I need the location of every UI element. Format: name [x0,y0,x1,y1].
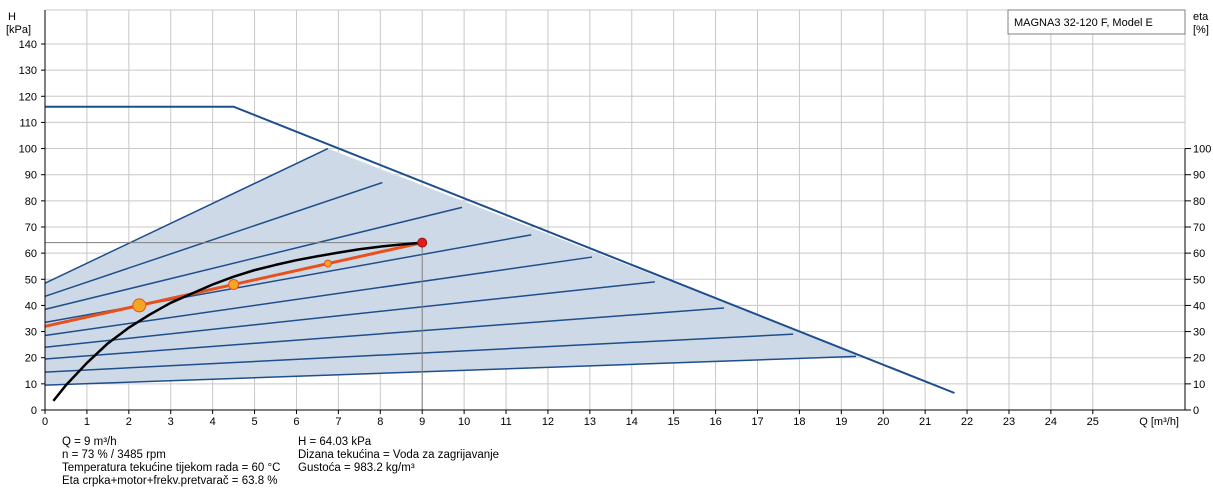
info-col-2: H = 64.03 kPa Dizana tekućina = Voda za … [298,436,499,475]
y-tick-label: 130 [19,65,37,77]
x-tick-label: 13 [584,416,596,428]
y-tick-label: 0 [31,405,37,417]
info-col-1: Q = 9 m³/h n = 73 % / 3485 rpm Temperatu… [62,436,280,488]
info-density: Gustoća = 983.2 kg/m³ [298,462,415,474]
speed-curve [44,281,655,349]
y-right-tick-label: 40 [1193,300,1205,312]
x-tick-label: 1 [84,416,90,428]
operating-marker [132,298,147,313]
y-tick-label: 20 [25,353,37,365]
x-tick-label: 24 [1045,416,1057,428]
x-tick-label: 11 [500,416,511,428]
speed-curve [44,307,725,360]
max-curve [45,105,955,394]
y-tick-label: 140 [19,39,37,51]
info-temperature: Temperatura tekućine tijekom rada = 60 °… [62,462,281,474]
y-right-tick-label: 0 [1193,405,1199,417]
y-axis-label-h: H [8,11,16,23]
x-tick-label: 10 [458,416,470,428]
x-tick-label: 23 [1003,416,1015,428]
x-tick-label: 18 [793,416,805,428]
info-fluid: Dizana tekućina = Voda za zagrijavanje [298,449,500,461]
info-n: n = 73 % / 3485 rpm [62,449,166,461]
y-tick-label: 110 [19,117,37,129]
y-right-tick-label: 80 [1193,196,1205,208]
y-right-tick-label: 50 [1193,274,1205,286]
x-tick-label: 22 [961,416,973,428]
title-box-border [1007,9,1186,35]
title-box: MAGNA3 32-120 F, Model E [1007,9,1186,35]
speed-curve [44,181,383,297]
x-tick-label: 21 [919,416,931,428]
y-tick-label: 80 [25,196,37,208]
y-right-tick-label: 100 [1193,144,1211,156]
system-curve [52,241,423,402]
operating-marker [323,259,332,268]
y-right-tick-label: 30 [1193,327,1205,339]
x-tick-label: 16 [709,416,721,428]
x-tick-label: 9 [419,416,425,428]
y-tick-label: 100 [19,144,37,156]
x-tick-label: 25 [1087,416,1099,428]
y-tick-label: 30 [25,327,37,339]
x-tick-label: 5 [251,416,257,428]
x-tick-label: 3 [168,416,174,428]
speed-curve [44,355,857,386]
chart-svg: 0102030405060708090100110120130140010203… [6,9,1212,428]
y-tick-label: 90 [25,170,37,182]
speed-curve [44,206,463,311]
chart-title: MAGNA3 32-120 F, Model E [1014,17,1153,29]
y-right-tick-label: 90 [1193,170,1205,182]
x-tick-label: 12 [542,416,554,428]
y-right-axis-label-eta: eta [1193,11,1209,23]
x-tick-label: 15 [668,416,680,428]
y-tick-label: 50 [25,274,37,286]
x-tick-label: 4 [210,416,216,428]
x-tick-label: 7 [335,416,341,428]
y-right-tick-label: 10 [1193,379,1205,391]
duty-point [417,237,428,248]
operating-marker [228,279,240,291]
y-right-tick-label: 70 [1193,222,1205,234]
y-right-axis-label-unit: [%] [1193,24,1209,36]
y-right-tick-label: 60 [1193,248,1205,260]
y-axis-label-unit: [kPa] [6,24,31,36]
curves [44,105,955,410]
x-tick-label: 2 [126,416,132,428]
x-axis-label: Q [m³/h] [1139,416,1179,428]
y-tick-label: 10 [25,379,37,391]
x-tick-label: 8 [377,416,383,428]
x-tick-label: 6 [293,416,299,428]
y-tick-label: 40 [25,300,37,312]
x-tick-label: 17 [751,416,763,428]
x-tick-label: 20 [877,416,889,428]
x-tick-label: 0 [42,416,48,428]
info-h: H = 64.03 kPa [298,436,372,448]
y-tick-label: 70 [25,222,37,234]
y-tick-label: 60 [25,248,37,260]
info-q: Q = 9 m³/h [62,436,117,448]
x-tick-label: 14 [626,416,638,428]
y-right-tick-label: 20 [1193,353,1205,365]
x-tick-label: 19 [835,416,847,428]
axis-labels: H[kPa] eta[%] Q [m³/h] [6,11,1209,428]
speed-curve [44,147,329,284]
tick-labels: 0102030405060708090100110120130140010203… [19,39,1212,428]
speed-curve [44,333,794,373]
info-efficiency: Eta crpka+motor+frekv.pretvarač = 63.8 % [62,475,278,487]
y-tick-label: 120 [19,91,37,103]
